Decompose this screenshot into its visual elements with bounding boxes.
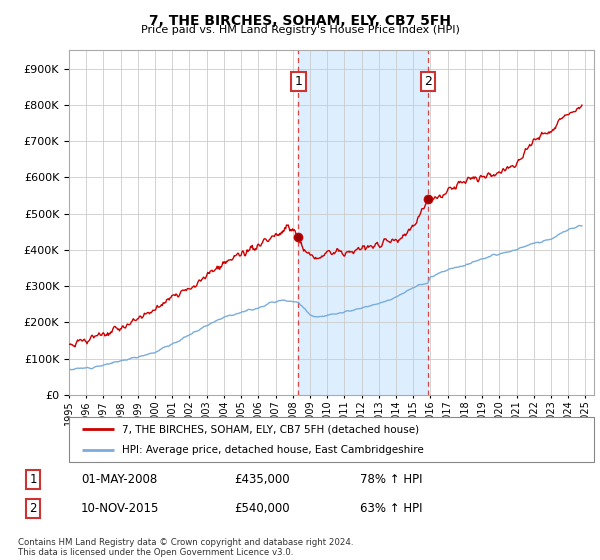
FancyBboxPatch shape [69, 417, 594, 462]
Text: 63% ↑ HPI: 63% ↑ HPI [360, 502, 422, 515]
Text: £435,000: £435,000 [234, 473, 290, 486]
Text: £540,000: £540,000 [234, 502, 290, 515]
Text: 01-MAY-2008: 01-MAY-2008 [81, 473, 157, 486]
Text: 1: 1 [295, 75, 302, 88]
Text: 78% ↑ HPI: 78% ↑ HPI [360, 473, 422, 486]
Text: 10-NOV-2015: 10-NOV-2015 [81, 502, 160, 515]
Text: Contains HM Land Registry data © Crown copyright and database right 2024.
This d: Contains HM Land Registry data © Crown c… [18, 538, 353, 557]
Text: Price paid vs. HM Land Registry's House Price Index (HPI): Price paid vs. HM Land Registry's House … [140, 25, 460, 35]
Text: 2: 2 [29, 502, 37, 515]
Text: 1: 1 [29, 473, 37, 486]
Text: 7, THE BIRCHES, SOHAM, ELY, CB7 5FH (detached house): 7, THE BIRCHES, SOHAM, ELY, CB7 5FH (det… [121, 424, 419, 435]
Text: 7, THE BIRCHES, SOHAM, ELY, CB7 5FH: 7, THE BIRCHES, SOHAM, ELY, CB7 5FH [149, 14, 451, 28]
Text: 2: 2 [424, 75, 432, 88]
Bar [298, 50, 428, 395]
Text: HPI: Average price, detached house, East Cambridgeshire: HPI: Average price, detached house, East… [121, 445, 423, 455]
